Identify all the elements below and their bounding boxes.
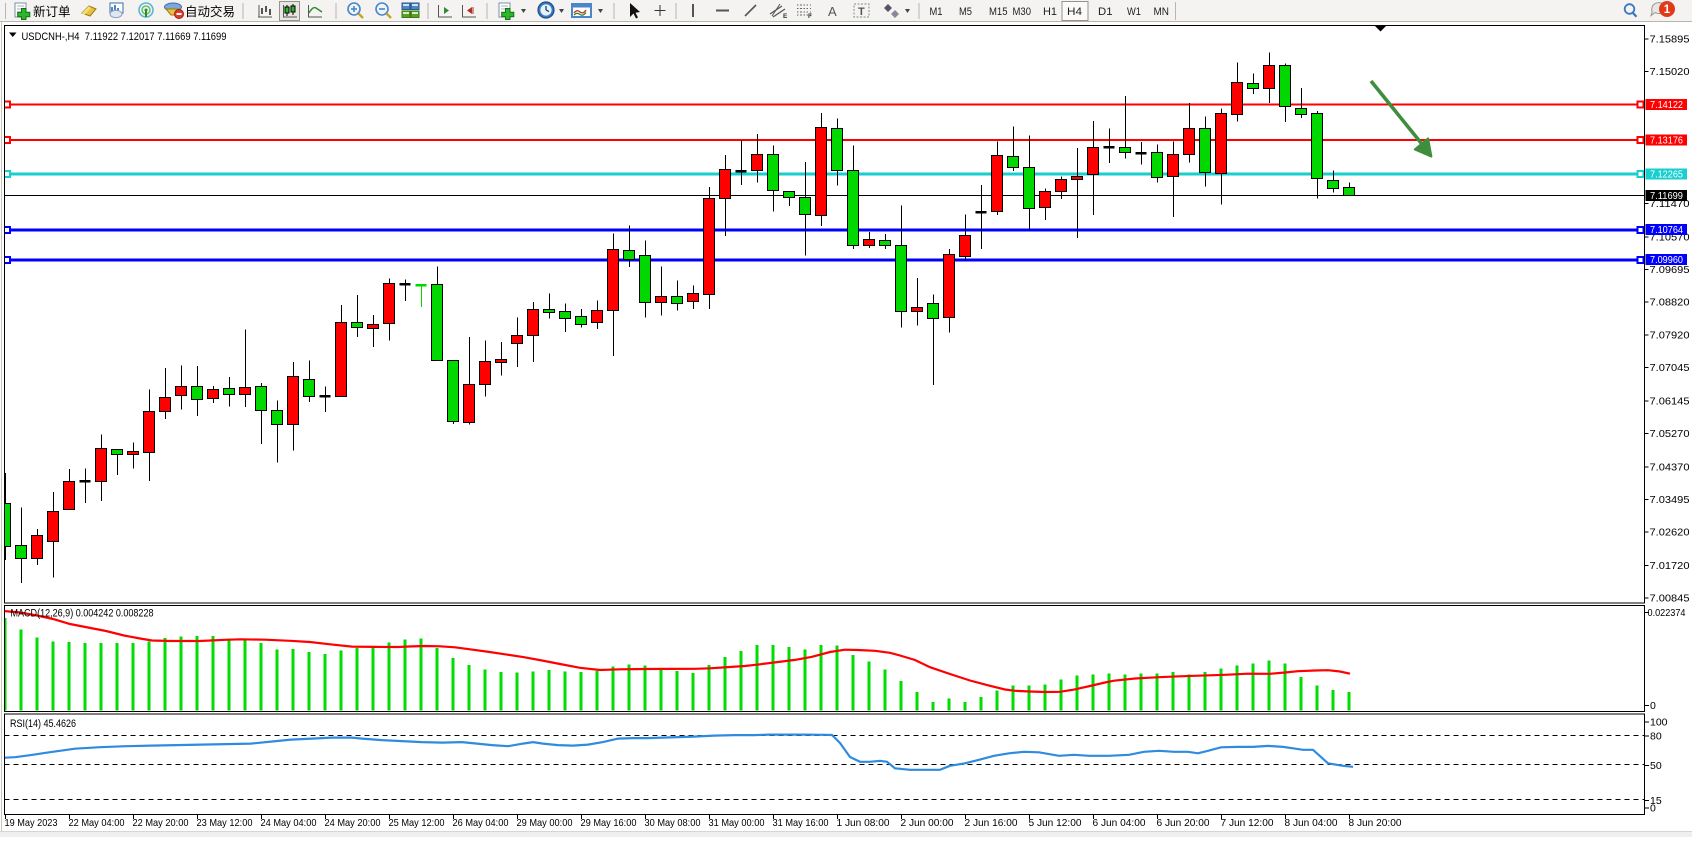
svg-text:0.022374: 0.022374	[1648, 607, 1686, 619]
svg-text:8 Jun 20:00: 8 Jun 20:00	[1349, 817, 1402, 829]
svg-text:7.02620: 7.02620	[1650, 527, 1690, 539]
svg-text:7.01720: 7.01720	[1650, 560, 1690, 572]
svg-text:H4: H4	[1067, 6, 1082, 18]
svg-text:7.07920: 7.07920	[1650, 330, 1690, 342]
svg-text:7.08820: 7.08820	[1650, 296, 1690, 308]
svg-text:24 May 04:00: 24 May 04:00	[261, 817, 317, 829]
svg-text:24 May 20:00: 24 May 20:00	[325, 817, 381, 829]
svg-text:5 Jun 12:00: 5 Jun 12:00	[1029, 817, 1082, 829]
svg-text:15: 15	[1650, 795, 1662, 807]
svg-text:8 Jun 04:00: 8 Jun 04:00	[1285, 817, 1338, 829]
svg-text:RSI(14) 45.4626: RSI(14) 45.4626	[10, 718, 76, 730]
svg-text:7.03495: 7.03495	[1650, 494, 1690, 506]
svg-text:A: A	[828, 4, 837, 19]
svg-text:7.15895: 7.15895	[1650, 34, 1690, 46]
svg-text:2 Jun 16:00: 2 Jun 16:00	[965, 817, 1018, 829]
svg-text:80: 80	[1650, 730, 1662, 742]
svg-text:T: T	[858, 6, 865, 18]
svg-text:H1: H1	[1043, 6, 1057, 18]
svg-text:M5: M5	[959, 6, 972, 18]
svg-text:50: 50	[1650, 760, 1662, 772]
svg-text:7.09960: 7.09960	[1650, 254, 1683, 266]
svg-text:7.05270: 7.05270	[1650, 428, 1690, 440]
svg-text:31 May 00:00: 31 May 00:00	[709, 817, 765, 829]
svg-text:7.04370: 7.04370	[1650, 462, 1690, 474]
svg-text:E: E	[783, 13, 788, 20]
svg-text:22 May 20:00: 22 May 20:00	[133, 817, 189, 829]
svg-text:7.07045: 7.07045	[1650, 362, 1690, 374]
svg-text:7.15020: 7.15020	[1650, 66, 1690, 78]
svg-text:25 May 12:00: 25 May 12:00	[389, 817, 445, 829]
svg-text:7.09695: 7.09695	[1650, 264, 1690, 276]
svg-text:22 May 04:00: 22 May 04:00	[69, 817, 125, 829]
svg-text:MACD(12,26,9) 0.004242 0.00822: MACD(12,26,9) 0.004242 0.008228	[11, 608, 154, 620]
svg-text:31 May 16:00: 31 May 16:00	[773, 817, 829, 829]
svg-text:MN: MN	[1154, 6, 1170, 18]
svg-text:1: 1	[1664, 4, 1671, 16]
svg-text:W1: W1	[1127, 6, 1141, 18]
svg-text:USDCNH-,H4 7.11922 7.12017 7.: USDCNH-,H4 7.11922 7.12017 7.11669 7.116…	[22, 31, 227, 43]
svg-text:23 May 12:00: 23 May 12:00	[197, 817, 253, 829]
svg-text:100: 100	[1650, 717, 1668, 729]
svg-text:26 May 04:00: 26 May 04:00	[453, 817, 509, 829]
svg-text:2 Jun 00:00: 2 Jun 00:00	[901, 817, 954, 829]
svg-text:6 Jun 04:00: 6 Jun 04:00	[1093, 817, 1146, 829]
svg-text:0: 0	[1650, 803, 1656, 815]
svg-text:0: 0	[1650, 700, 1656, 712]
svg-text:M1: M1	[930, 6, 943, 18]
svg-text:7 Jun 12:00: 7 Jun 12:00	[1221, 817, 1274, 829]
svg-text:自动交易: 自动交易	[185, 4, 235, 19]
svg-text:7.10764: 7.10764	[1650, 224, 1683, 236]
svg-text:7.12265: 7.12265	[1650, 169, 1683, 181]
svg-text:F: F	[808, 13, 812, 20]
svg-text:M30: M30	[1013, 6, 1032, 18]
svg-text:7.11699: 7.11699	[1650, 190, 1683, 202]
svg-text:新订单: 新订单	[33, 4, 71, 19]
svg-text:D1: D1	[1098, 6, 1113, 18]
svg-text:29 May 16:00: 29 May 16:00	[581, 817, 637, 829]
svg-text:29 May 00:00: 29 May 00:00	[517, 817, 573, 829]
svg-text:30 May 08:00: 30 May 08:00	[645, 817, 701, 829]
svg-text:M15: M15	[989, 6, 1008, 18]
svg-text:7.00845: 7.00845	[1650, 593, 1690, 605]
svg-text:7.14122: 7.14122	[1650, 99, 1683, 111]
svg-text:7.13176: 7.13176	[1650, 135, 1683, 147]
svg-text:6 Jun 20:00: 6 Jun 20:00	[1157, 817, 1210, 829]
svg-text:19 May 2023: 19 May 2023	[5, 817, 58, 829]
svg-text:7.06145: 7.06145	[1650, 396, 1690, 408]
svg-text:1 Jun 08:00: 1 Jun 08:00	[837, 817, 890, 829]
